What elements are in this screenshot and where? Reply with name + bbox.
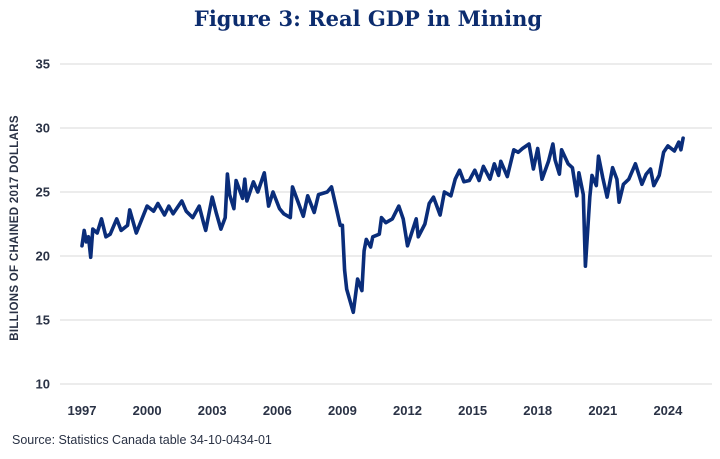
x-axis-ticks: 1997 2000 2003 2006 2009 2012 2015 2018 2021 2024 bbox=[68, 403, 684, 418]
y-tick-label: 20 bbox=[36, 249, 50, 264]
gridlines bbox=[60, 63, 712, 385]
y-tick-label: 30 bbox=[36, 121, 50, 136]
x-tick-label: 2018 bbox=[523, 403, 552, 418]
y-tick-label: 25 bbox=[36, 185, 50, 200]
x-tick-label: 2006 bbox=[263, 403, 292, 418]
x-tick-label: 2015 bbox=[458, 403, 487, 418]
y-axis-label: BILLIONS OF CHAINED 2017 DOLLARS bbox=[9, 115, 21, 341]
y-tick-label: 15 bbox=[36, 313, 50, 328]
x-tick-label: 2009 bbox=[328, 403, 357, 418]
y-axis-ticks: 35 30 25 20 15 10 bbox=[36, 57, 50, 392]
x-tick-label: 2024 bbox=[653, 403, 683, 418]
y-tick-label: 35 bbox=[36, 57, 50, 72]
series-line bbox=[80, 136, 685, 315]
x-tick-label: 2003 bbox=[198, 403, 227, 418]
x-tick-label: 2021 bbox=[588, 403, 617, 418]
x-tick-label: 2012 bbox=[393, 403, 422, 418]
x-tick-label: 2000 bbox=[133, 403, 162, 418]
source-note: Source: Statistics Canada table 34-10-04… bbox=[12, 433, 272, 447]
chart-title: Figure 3: Real GDP in Mining bbox=[194, 6, 542, 31]
y-tick-label: 10 bbox=[36, 377, 50, 392]
x-tick-label: 1997 bbox=[68, 403, 97, 418]
